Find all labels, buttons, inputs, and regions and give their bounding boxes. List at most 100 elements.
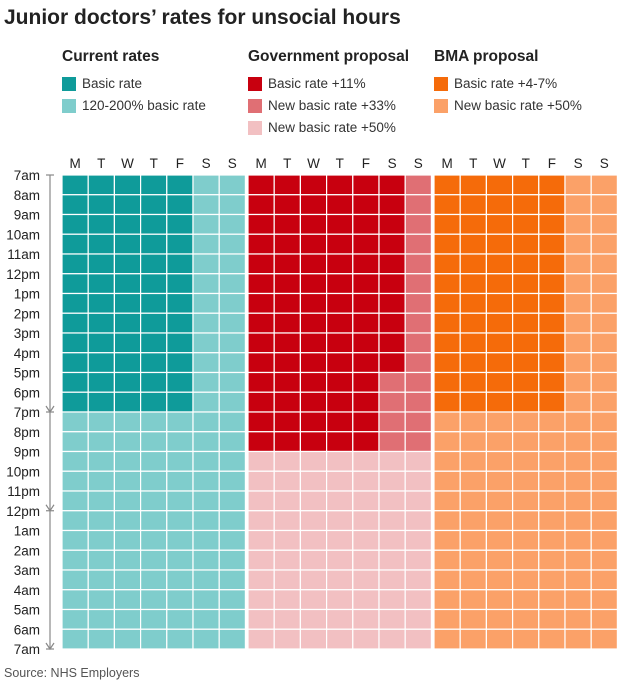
heatmap-cell <box>61 510 89 532</box>
heatmap-cell <box>113 371 142 393</box>
heatmap-cell <box>87 371 115 393</box>
day-label: T <box>150 156 158 171</box>
heatmap-cell <box>590 431 618 453</box>
heatmap-cell <box>247 490 275 512</box>
legend-label: Basic rate +4-7% <box>454 76 558 91</box>
heatmap-cell <box>140 174 168 196</box>
heatmap-cell <box>433 391 461 413</box>
heatmap-cell <box>273 253 302 275</box>
heatmap-cell <box>564 450 592 472</box>
heatmap-cell <box>247 233 275 255</box>
heatmap-cell <box>352 371 380 393</box>
heatmap-cell <box>166 391 194 413</box>
legend-swatch <box>62 98 76 113</box>
legend-swatch <box>434 98 448 113</box>
heatmap-cell <box>166 292 194 314</box>
heatmap-cell <box>140 352 168 374</box>
heatmap-cell <box>61 470 89 492</box>
heatmap-cell <box>485 174 514 196</box>
heatmap-cell <box>378 529 406 551</box>
heatmap-cell <box>273 470 302 492</box>
heatmap-cell <box>378 194 406 216</box>
heatmap-cell <box>218 510 246 532</box>
heatmap-cell <box>352 608 380 630</box>
heatmap-cell <box>433 273 461 295</box>
heatmap-cell <box>87 174 115 196</box>
day-label: W <box>121 156 134 171</box>
heatmap-cell <box>326 273 354 295</box>
heatmap-cell <box>192 549 220 571</box>
heatmap-cell <box>192 352 220 374</box>
heatmap-cell <box>564 253 592 275</box>
heatmap-cell <box>166 411 194 433</box>
heatmap-cell <box>247 450 275 472</box>
heatmap-cell <box>590 391 618 413</box>
hour-label: 2pm <box>14 306 40 321</box>
heatmap-cell <box>273 431 302 453</box>
heatmap-cell <box>87 411 115 433</box>
heatmap-cell <box>247 569 275 591</box>
heatmap-cell <box>299 411 328 433</box>
heatmap-cell <box>166 194 194 216</box>
heatmap-cell <box>140 510 168 532</box>
heatmap-cell <box>378 628 406 650</box>
heatmap-cell <box>352 194 380 216</box>
heatmap-cell <box>192 510 220 532</box>
heatmap-cell <box>352 253 380 275</box>
heatmap-cell <box>218 194 246 216</box>
heatmap-cell <box>218 569 246 591</box>
heatmap-cell <box>511 312 540 334</box>
heatmap-cell <box>352 470 380 492</box>
heatmap-cell <box>378 431 406 453</box>
heatmap-cell <box>113 569 142 591</box>
heatmap-cell <box>511 628 540 650</box>
heatmap-cell <box>485 628 514 650</box>
heatmap-cell <box>192 332 220 354</box>
heatmap-cell <box>299 233 328 255</box>
heatmap-cell <box>113 411 142 433</box>
legend-item-current-premium: 120-200% basic rate <box>62 98 206 113</box>
heatmap-cell <box>326 213 354 235</box>
heatmap-cell <box>326 549 354 571</box>
heatmap-cell <box>140 411 168 433</box>
heatmap-cell <box>192 411 220 433</box>
heatmap-cell <box>511 411 540 433</box>
heatmap-cell <box>299 174 328 196</box>
heatmap-cell <box>273 411 302 433</box>
day-label: F <box>362 156 370 171</box>
heatmap-cell <box>247 194 275 216</box>
heatmap-cell <box>61 194 89 216</box>
chart-title: Junior doctors’ rates for unsocial hours <box>4 6 401 29</box>
heatmap-cell <box>299 470 328 492</box>
heatmap-cell <box>511 273 540 295</box>
heatmap-cell <box>192 391 220 413</box>
day-label: T <box>336 156 344 171</box>
heatmap-cell <box>61 213 89 235</box>
heatmap-cell <box>433 569 461 591</box>
heatmap-cell <box>590 589 618 611</box>
heatmap-cell <box>192 569 220 591</box>
hour-label: 1pm <box>14 287 40 302</box>
heatmap-cell <box>87 312 115 334</box>
heatmap-cell <box>87 549 115 571</box>
heatmap-cell <box>538 628 566 650</box>
heatmap-cell <box>218 529 246 551</box>
heatmap-cell <box>326 253 354 275</box>
heatmap-cell <box>433 194 461 216</box>
heatmap-cell <box>61 233 89 255</box>
heatmap-cell <box>404 450 433 472</box>
legend-label: New basic rate +50% <box>268 120 396 135</box>
heatmap-cell <box>218 312 246 334</box>
heatmap-cell <box>166 608 194 630</box>
heatmap-cell <box>459 194 488 216</box>
heatmap-cell <box>404 608 433 630</box>
heatmap-cell <box>511 292 540 314</box>
heatmap-cell <box>433 431 461 453</box>
heatmap-cell <box>273 529 302 551</box>
heatmap-cell <box>326 292 354 314</box>
heatmap-cell <box>192 628 220 650</box>
heatmap-cell <box>113 549 142 571</box>
heatmap-cell <box>433 490 461 512</box>
legend-item-bma-basic: Basic rate +4-7% <box>434 76 557 91</box>
rates-heatmap: M T W T F S S M T W T F S S M T W T F S S 7am 8am 9am 10am 11am 12… <box>6 156 618 657</box>
